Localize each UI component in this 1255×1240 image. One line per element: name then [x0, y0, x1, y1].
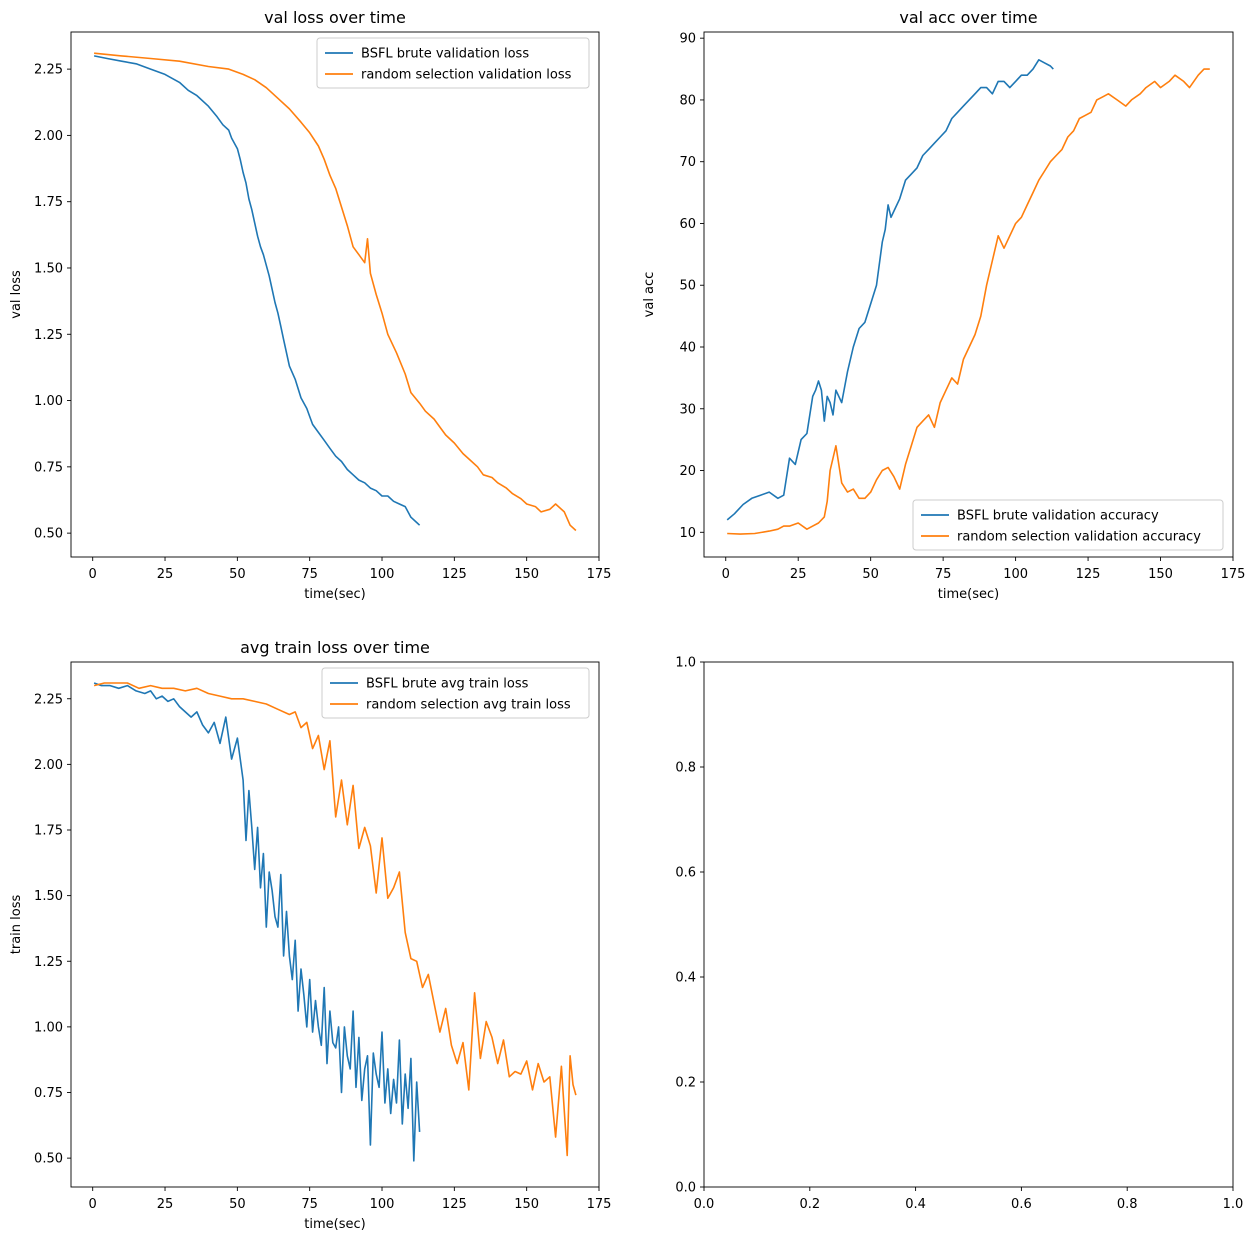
y-tick-label: 1.0	[675, 656, 696, 671]
y-tick-label: 0.6	[675, 866, 696, 881]
legend: BSFL brute avg train loss random selectio…	[321, 667, 590, 719]
y-tick-label: 2.00	[34, 758, 63, 773]
x-tick-label: 0	[722, 567, 730, 582]
y-tick-label: 90	[679, 32, 696, 47]
y-tick-label: 30	[679, 402, 696, 417]
x-tick-label: 25	[157, 1197, 174, 1212]
x-tick-label: 100	[370, 567, 395, 582]
x-tick-label: 175	[1221, 567, 1246, 582]
y-axis-label: val loss	[9, 270, 24, 319]
x-tick-label: 0	[89, 1197, 97, 1212]
legend: BSFL brute validation loss random selecti…	[316, 37, 590, 89]
x-tick-label: 50	[229, 567, 246, 582]
y-tick-label: 1.50	[34, 261, 63, 276]
axes-frame	[703, 31, 1234, 558]
series-line-2	[727, 68, 1210, 535]
x-tick-label: 150	[514, 1197, 539, 1212]
subplot-3: 0 25 50 75 100 125 150 175 0.50 0.75 1.00 1.25 1.50 1…	[9, 638, 611, 1232]
x-tick-label: 0.4	[905, 1197, 926, 1212]
y-axis-label: val acc	[642, 272, 657, 318]
x-tick-label: 0.2	[799, 1197, 820, 1212]
x-tick-label: 0.0	[694, 1197, 715, 1212]
legend: BSFL brute validation accuracy random sel…	[912, 499, 1224, 551]
x-tick-label: 75	[301, 567, 318, 582]
y-tick-label: 1.75	[34, 824, 63, 839]
y-tick-label: 0.4	[675, 971, 696, 986]
x-tick-label: 100	[1003, 567, 1028, 582]
y-tick-label: 1.25	[34, 328, 63, 343]
legend-entry-label: BSFL brute avg train loss	[366, 677, 529, 692]
y-tick-label: 0.2	[675, 1076, 696, 1091]
y-axis-label: train loss	[9, 895, 24, 955]
x-tick-label: 150	[514, 567, 539, 582]
y-tick-label: 0.50	[34, 527, 63, 542]
y-tick-label: 1.00	[34, 394, 63, 409]
axes-frame	[70, 31, 600, 558]
legend-entry-label: BSFL brute validation loss	[361, 47, 529, 62]
series-line-2	[94, 52, 577, 532]
legend-entry-label: random selection validation loss	[361, 68, 572, 83]
y-tick-label: 0.75	[34, 460, 63, 475]
x-tick-label: 0.8	[1117, 1197, 1138, 1212]
y-tick-label: 1.25	[34, 955, 63, 970]
subplot-2: 0 25 50 75 100 125 150 175 10 20 30 40 50 60 70 80 90 val…	[642, 8, 1245, 602]
series-line-1	[726, 59, 1054, 521]
x-axis-label: time(sec)	[304, 1217, 365, 1232]
x-tick-label: 75	[935, 567, 952, 582]
legend-box	[912, 499, 1224, 551]
chart-title: val acc over time	[899, 8, 1037, 27]
legend-box	[316, 37, 590, 89]
x-tick-label: 125	[442, 1197, 467, 1212]
y-tick-label: 1.00	[34, 1020, 63, 1035]
y-tick-label: 20	[679, 464, 696, 479]
x-tick-label: 25	[157, 567, 174, 582]
y-tick-label: 2.25	[34, 63, 63, 78]
y-tick-label: 70	[679, 155, 696, 170]
y-tick-label: 1.50	[34, 889, 63, 904]
y-tick-label: 10	[679, 526, 696, 541]
x-axis-label: time(sec)	[938, 587, 999, 602]
x-tick-label: 50	[229, 1197, 246, 1212]
y-tick-label: 0.50	[34, 1152, 63, 1167]
x-tick-label: 175	[587, 1197, 612, 1212]
series-line-1	[93, 55, 421, 526]
y-tick-label: 50	[679, 279, 696, 294]
x-axis-label: time(sec)	[304, 587, 365, 602]
legend-entry-label: random selection validation accuracy	[957, 530, 1201, 545]
x-tick-label: 25	[790, 567, 807, 582]
axes-frame	[703, 661, 1234, 1188]
series-line-1	[93, 682, 421, 1162]
y-tick-label: 60	[679, 217, 696, 232]
axes-frame	[70, 661, 600, 1188]
y-tick-label: 80	[679, 93, 696, 108]
legend-box	[321, 667, 590, 719]
x-tick-label: 75	[301, 1197, 318, 1212]
y-tick-label: 2.00	[34, 129, 63, 144]
y-tick-label: 2.25	[34, 692, 63, 707]
chart-title: val loss over time	[264, 8, 406, 27]
y-tick-label: 1.75	[34, 195, 63, 210]
x-tick-label: 125	[442, 567, 467, 582]
x-tick-label: 175	[587, 567, 612, 582]
legend-entry-label: BSFL brute validation accuracy	[957, 509, 1159, 524]
subplot-1: 0 25 50 75 100 125 150 175 0.50 0.75 1.00 1.25 1.50 1…	[9, 8, 611, 602]
y-tick-label: 40	[679, 341, 696, 356]
y-tick-label: 0.8	[675, 761, 696, 776]
legend-entry-label: random selection avg train loss	[366, 698, 571, 713]
x-tick-label: 0	[89, 567, 97, 582]
x-tick-label: 50	[862, 567, 879, 582]
x-tick-label: 100	[370, 1197, 395, 1212]
x-tick-label: 125	[1076, 567, 1101, 582]
y-tick-label: 0.0	[675, 1181, 696, 1196]
x-tick-label: 1.0	[1223, 1197, 1244, 1212]
x-tick-label: 150	[1148, 567, 1173, 582]
y-tick-label: 0.75	[34, 1086, 63, 1101]
subplot-4: 0.0 0.2 0.4 0.6 0.8 1.0 0.0 0.2 0.4 0.6 0.8 1.0	[675, 656, 1243, 1213]
chart-title: avg train loss over time	[240, 638, 430, 657]
series-line-2	[93, 682, 577, 1157]
x-tick-label: 0.6	[1011, 1197, 1032, 1212]
